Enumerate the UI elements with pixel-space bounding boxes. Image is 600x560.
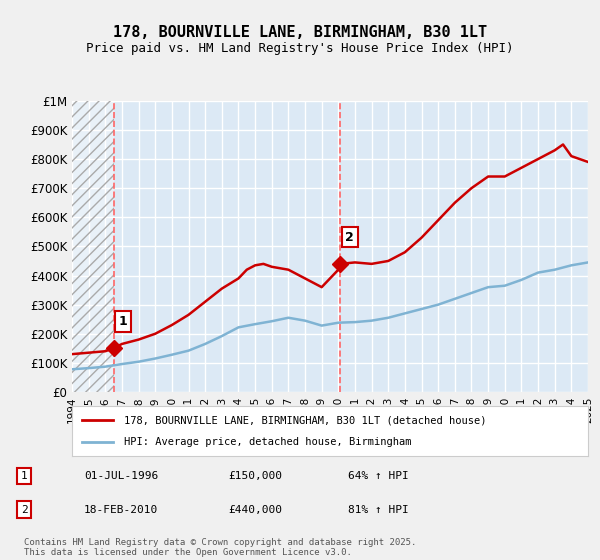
Text: 2: 2	[346, 231, 354, 244]
Text: £440,000: £440,000	[228, 505, 282, 515]
Bar	[72, 101, 113, 392]
Text: 1: 1	[119, 315, 127, 328]
Text: 18-FEB-2010: 18-FEB-2010	[84, 505, 158, 515]
Text: 64% ↑ HPI: 64% ↑ HPI	[348, 471, 409, 481]
Text: 1: 1	[20, 471, 28, 481]
Text: 81% ↑ HPI: 81% ↑ HPI	[348, 505, 409, 515]
Text: Contains HM Land Registry data © Crown copyright and database right 2025.
This d: Contains HM Land Registry data © Crown c…	[24, 538, 416, 557]
Text: £150,000: £150,000	[228, 471, 282, 481]
Text: HPI: Average price, detached house, Birmingham: HPI: Average price, detached house, Birm…	[124, 437, 411, 447]
Text: 01-JUL-1996: 01-JUL-1996	[84, 471, 158, 481]
Text: 178, BOURNVILLE LANE, BIRMINGHAM, B30 1LT (detached house): 178, BOURNVILLE LANE, BIRMINGHAM, B30 1L…	[124, 415, 486, 425]
Text: 178, BOURNVILLE LANE, BIRMINGHAM, B30 1LT: 178, BOURNVILLE LANE, BIRMINGHAM, B30 1L…	[113, 25, 487, 40]
Bar	[72, 101, 113, 392]
Text: Price paid vs. HM Land Registry's House Price Index (HPI): Price paid vs. HM Land Registry's House …	[86, 42, 514, 55]
Text: 2: 2	[20, 505, 28, 515]
